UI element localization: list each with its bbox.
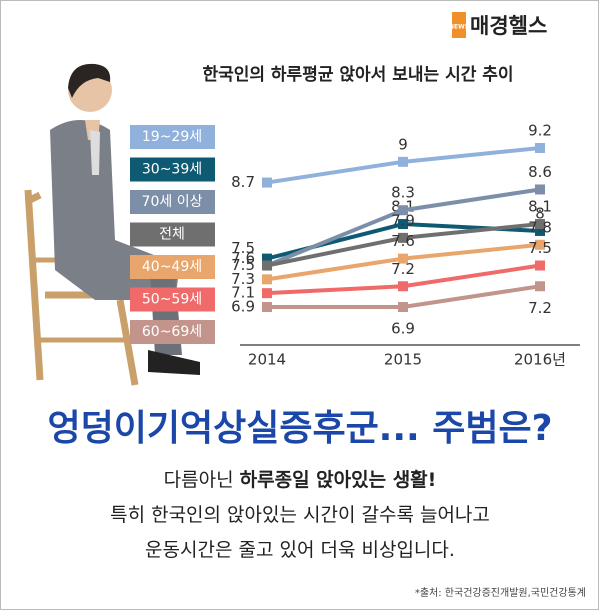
point-marker xyxy=(398,302,408,312)
data-label: 8.3 xyxy=(391,184,415,202)
point-marker xyxy=(262,288,272,299)
data-label: 7.5 xyxy=(528,239,552,257)
point-marker xyxy=(535,184,545,195)
legend-swatch xyxy=(130,287,215,312)
legend-swatch xyxy=(130,255,215,279)
data-label: 7.6 xyxy=(391,232,415,250)
legend-swatch xyxy=(130,125,215,149)
point-marker xyxy=(535,225,545,236)
logo-mark xyxy=(452,12,466,38)
data-label: 7.5 xyxy=(231,256,255,274)
point-marker xyxy=(398,253,408,264)
legend-swatch xyxy=(130,222,215,247)
point-marker xyxy=(262,260,272,271)
point-marker xyxy=(398,232,408,243)
body-text: 특히 한국인의 앉아있는 시간이 갈수록 늘어나고 xyxy=(110,504,490,526)
data-label: 7.6 xyxy=(231,249,255,267)
body-emphasis: 하루종일 앉아있는 생활! xyxy=(240,469,437,491)
data-label: 8 xyxy=(535,204,545,222)
data-label: 6.9 xyxy=(231,298,255,316)
logo-tag: NEWS xyxy=(449,24,469,31)
body-line: 다름아닌 하루종일 앉아있는 생활! xyxy=(164,469,437,491)
data-label: 7.8 xyxy=(528,218,552,236)
data-label: 9.2 xyxy=(528,122,552,140)
point-marker xyxy=(398,281,408,292)
chart-title: 한국인의 하루평균 앉아서 보내는 시간 추이 xyxy=(202,64,513,85)
legend-swatch xyxy=(130,320,215,344)
legend-label: 19~29세 xyxy=(142,129,202,145)
data-label: 7.3 xyxy=(231,270,255,288)
data-label: 9 xyxy=(398,135,408,153)
point-marker xyxy=(535,260,545,271)
x-tick-label: 2015 xyxy=(384,351,422,369)
logo: 매경헬스 xyxy=(470,14,547,38)
legend-label: 30~39세 xyxy=(142,162,202,178)
body-line: 특히 한국인의 앉아있는 시간이 갈수록 늘어나고 xyxy=(110,504,490,526)
point-marker xyxy=(535,219,545,230)
legend-label: 70세 이상 xyxy=(142,194,203,210)
legend-label: 40~49세 xyxy=(142,259,202,275)
point-marker xyxy=(262,253,272,264)
body-line: 운동시간은 줄고 있어 더욱 비상입니다. xyxy=(145,539,455,561)
data-label: 7.9 xyxy=(391,211,415,229)
data-label: 7.2 xyxy=(528,299,552,317)
body-text: 다름아닌 xyxy=(164,469,240,491)
point-marker xyxy=(398,156,408,167)
data-label: 6.9 xyxy=(391,320,415,338)
point-marker xyxy=(535,281,545,292)
legend-swatch xyxy=(130,157,215,182)
headline: 엉덩이기억상실증후군... 주범은? xyxy=(47,408,552,449)
point-marker xyxy=(262,302,272,312)
legend-label: 60~69세 xyxy=(142,324,202,340)
data-label: 8.1 xyxy=(528,198,552,216)
body-text: 운동시간은 줄고 있어 더욱 비상입니다. xyxy=(145,539,455,561)
point-marker xyxy=(398,219,408,230)
source: *출처: 한국건강증진개발원,국민건강통계 xyxy=(415,587,586,599)
data-label: 8.6 xyxy=(528,163,552,181)
point-marker xyxy=(262,274,272,285)
legend-label: 전체 xyxy=(159,227,185,243)
point-marker xyxy=(535,239,545,250)
data-label: 7.2 xyxy=(391,260,415,278)
data-label: 7.1 xyxy=(231,284,255,302)
point-marker xyxy=(398,205,408,216)
legend-swatch xyxy=(130,190,215,214)
point-marker xyxy=(262,177,272,188)
x-tick-label: 2014 xyxy=(248,351,286,369)
point-marker xyxy=(535,143,545,153)
legend-label: 50~59세 xyxy=(142,292,202,308)
data-label: 7.5 xyxy=(231,239,255,257)
x-tick-label: 2016년 xyxy=(514,351,566,369)
data-label: 8.7 xyxy=(231,173,255,191)
